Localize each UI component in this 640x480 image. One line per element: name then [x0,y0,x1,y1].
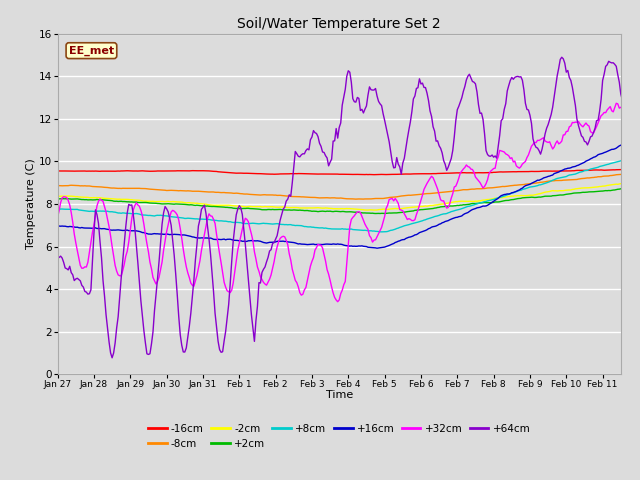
Text: EE_met: EE_met [69,46,114,56]
Title: Soil/Water Temperature Set 2: Soil/Water Temperature Set 2 [237,17,441,31]
X-axis label: Time: Time [326,390,353,400]
Legend: -16cm, -8cm, -2cm, +2cm, +8cm, +16cm, +32cm, +64cm: -16cm, -8cm, -2cm, +2cm, +8cm, +16cm, +3… [148,424,531,449]
Y-axis label: Temperature (C): Temperature (C) [26,158,36,250]
